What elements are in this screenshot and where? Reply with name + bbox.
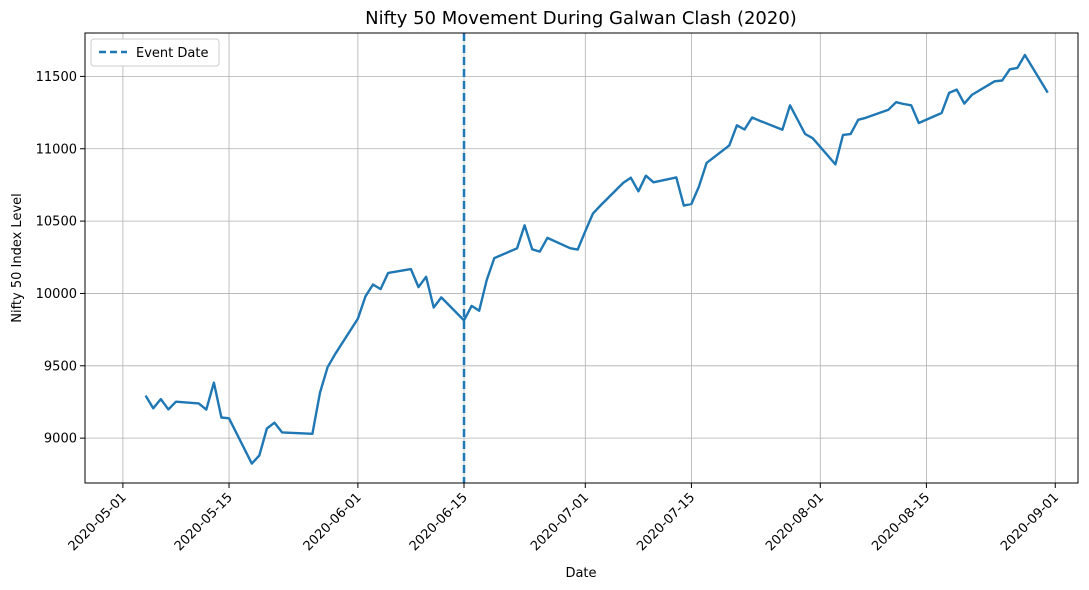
grid-lines [85, 33, 1078, 483]
y-tick-label: 10000 [36, 287, 77, 302]
y-axis-ticks: 9000 9500 10000 10500 11000 11500 [36, 70, 85, 447]
y-tick-label: 9000 [44, 432, 77, 447]
legend: Event Date [90, 38, 220, 67]
legend-box [90, 38, 220, 67]
legend-label-event-date: Event Date [136, 46, 208, 61]
y-tick-label: 9500 [44, 359, 77, 374]
y-tick-label: 10500 [36, 215, 77, 230]
plot-frame [84, 32, 1079, 484]
chart-title: Nifty 50 Movement During Galwan Clash (2… [365, 8, 797, 29]
x-axis-label: Date [565, 566, 596, 581]
nifty-series-line [144, 53, 1049, 465]
series-layer [144, 53, 1049, 465]
y-axis-label: Nifty 50 Index Level [10, 193, 25, 323]
y-tick-label: 11500 [36, 70, 77, 85]
y-tick-label: 11000 [36, 142, 77, 157]
